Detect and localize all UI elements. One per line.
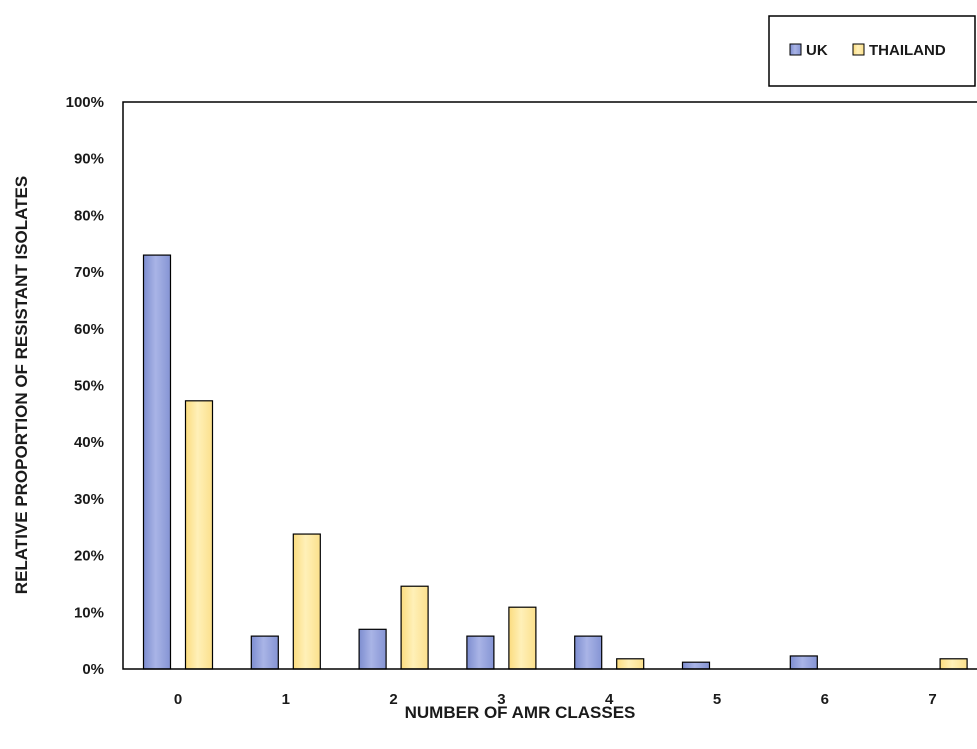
bar-thailand-0: [184, 400, 214, 670]
x-axis-title: NUMBER OF AMR CLASSES: [405, 703, 636, 722]
y-tick-label: 50%: [74, 378, 104, 395]
bar-uk-6: [789, 655, 818, 670]
y-tick-label: 80%: [74, 207, 104, 224]
x-tick-label: 5: [713, 691, 721, 708]
legend-label-uk: UK: [806, 42, 828, 59]
legend-label-thailand: THAILAND: [869, 42, 946, 59]
legend: UK THAILAND: [768, 15, 976, 87]
bar-thailand-2: [400, 585, 429, 670]
y-tick-label: 90%: [74, 151, 104, 168]
bar-uk-2: [358, 628, 387, 670]
legend-swatch-thailand: [852, 43, 865, 56]
x-tick-label: 7: [928, 691, 936, 708]
y-tick-label: 40%: [74, 434, 104, 451]
y-tick-label: 10%: [74, 604, 104, 621]
x-tick-label: 0: [174, 691, 182, 708]
y-tick-label: 60%: [74, 321, 104, 338]
legend-swatch-uk: [789, 43, 802, 56]
bar-thailand-4: [616, 658, 645, 670]
y-axis-ticks: 0% 10% 20% 30% 40% 50% 60% 70% 80% 90% 100%: [66, 94, 104, 678]
bar-thailand-3: [508, 606, 537, 670]
y-tick-label: 0%: [82, 661, 104, 678]
y-tick-label: 70%: [74, 264, 104, 281]
y-axis-title: RELATIVE PROPORTION OF RESISTANT ISOLATE…: [12, 176, 31, 594]
x-tick-label: 1: [282, 691, 290, 708]
bar-thailand-1: [292, 533, 321, 670]
bar-uk-0: [142, 254, 172, 670]
bar-thailand-7: [939, 658, 968, 670]
bar-uk-1: [250, 635, 279, 670]
plot-area-frame: [122, 101, 977, 670]
y-tick-label: 30%: [74, 491, 104, 508]
bar-uk-5: [681, 661, 711, 670]
bar-uk-4: [574, 635, 603, 670]
bars: [142, 254, 968, 670]
x-tick-label: 2: [389, 691, 397, 708]
x-tick-label: 3: [497, 691, 505, 708]
bar-uk-3: [466, 635, 495, 670]
legend-box: [768, 15, 976, 87]
y-tick-label: 20%: [74, 548, 104, 565]
x-tick-label: 6: [821, 691, 829, 708]
x-tick-label: 4: [605, 691, 614, 708]
y-tick-label: 100%: [66, 94, 104, 111]
x-axis-ticks: 0 1 2 3 4 5 6 7: [174, 691, 937, 708]
